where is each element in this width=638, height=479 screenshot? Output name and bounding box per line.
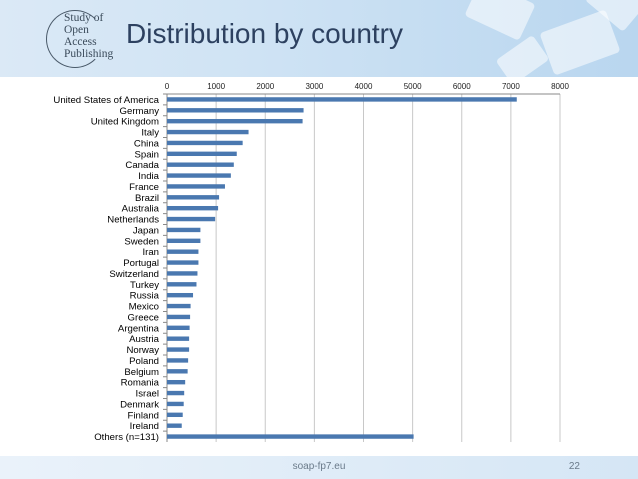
bar bbox=[167, 129, 249, 135]
bar bbox=[167, 216, 216, 222]
x-tick-label: 6000 bbox=[453, 82, 471, 91]
y-tick-label: Iran bbox=[142, 247, 159, 258]
bar bbox=[167, 238, 201, 244]
y-tick-label: Spain bbox=[134, 149, 159, 160]
bar bbox=[167, 260, 199, 265]
x-tick-label: 3000 bbox=[305, 82, 323, 91]
bar bbox=[167, 423, 182, 428]
bar bbox=[167, 249, 199, 254]
y-tick-label: Argentina bbox=[118, 323, 160, 334]
bar bbox=[167, 195, 220, 200]
bar bbox=[167, 184, 225, 189]
y-tick-label: Netherlands bbox=[107, 215, 159, 226]
slide-header: Study of Open Access Publishing Distribu… bbox=[0, 0, 638, 77]
y-tick-label: Poland bbox=[129, 356, 159, 367]
y-tick-label: Romania bbox=[121, 378, 160, 389]
y-tick-label: United Kingdom bbox=[91, 117, 159, 128]
footer-website: soap-fp7.eu bbox=[292, 461, 346, 472]
bar bbox=[167, 379, 186, 385]
bar bbox=[167, 151, 237, 157]
y-tick-label: India bbox=[138, 171, 159, 182]
bar bbox=[167, 401, 184, 407]
bar bbox=[167, 271, 198, 276]
y-tick-label: Portugal bbox=[123, 258, 159, 269]
bar bbox=[167, 347, 190, 352]
bar bbox=[167, 97, 517, 102]
y-tick-label: Canada bbox=[125, 160, 159, 171]
soap-logo: Study of Open Access Publishing bbox=[46, 6, 124, 72]
y-tick-label: Switzerland bbox=[109, 269, 159, 280]
x-tick-label: 2000 bbox=[256, 82, 274, 91]
y-tick-label: Austria bbox=[129, 334, 160, 345]
x-tick-label: 4000 bbox=[355, 82, 373, 91]
x-tick-label: 0 bbox=[165, 82, 170, 91]
slide-footer: soap-fp7.eu 22 bbox=[0, 456, 638, 479]
x-tick-label: 7000 bbox=[502, 82, 520, 91]
y-tick-label: Norway bbox=[126, 345, 159, 356]
y-tick-label: Turkey bbox=[130, 280, 159, 291]
y-tick-label: Finland bbox=[128, 410, 159, 421]
bar bbox=[167, 358, 189, 363]
bar bbox=[167, 173, 231, 178]
bar bbox=[167, 336, 190, 341]
y-tick-label: Mexico bbox=[129, 302, 159, 313]
slide-title: Distribution by country bbox=[126, 18, 404, 49]
y-tick-label: France bbox=[129, 182, 159, 193]
bar bbox=[167, 390, 185, 396]
x-tick-label: 5000 bbox=[404, 82, 422, 91]
header-decoration bbox=[464, 0, 536, 41]
y-tick-label: Ireland bbox=[130, 421, 159, 432]
y-tick-label: Belgium bbox=[124, 367, 159, 378]
bar bbox=[167, 325, 190, 331]
bar bbox=[167, 118, 303, 124]
bar bbox=[167, 314, 191, 320]
y-tick-label: Sweden bbox=[124, 236, 159, 247]
y-tick-label: United States of America bbox=[53, 95, 159, 106]
bar bbox=[167, 292, 194, 298]
bar bbox=[167, 227, 201, 233]
bar bbox=[167, 205, 219, 211]
bar bbox=[167, 303, 191, 309]
y-tick-label: Russia bbox=[130, 291, 160, 302]
bar bbox=[167, 140, 243, 146]
y-tick-label: Greece bbox=[128, 312, 159, 323]
bar-chart: 0 1000 2000 3000 4000 5000 6000 7000 8000 United … bbox=[53, 82, 569, 443]
y-tick-label: Germany bbox=[120, 106, 160, 117]
bar bbox=[167, 412, 183, 418]
bar bbox=[167, 162, 234, 167]
y-tick-label: Brazil bbox=[135, 193, 159, 204]
y-tick-label: China bbox=[134, 138, 160, 149]
x-tick-label: 1000 bbox=[207, 82, 225, 91]
y-tick-label: Israel bbox=[136, 389, 159, 400]
bar bbox=[167, 369, 188, 374]
y-tick-label: Japan bbox=[133, 225, 159, 236]
y-tick-label: Denmark bbox=[120, 399, 159, 410]
bar bbox=[167, 282, 197, 287]
logo-text: Study of Open Access Publishing bbox=[64, 12, 114, 60]
page-number: 22 bbox=[568, 461, 580, 472]
y-tick-label: Australia bbox=[122, 204, 160, 215]
y-tick-label: Italy bbox=[141, 128, 159, 139]
bar bbox=[167, 434, 414, 439]
y-tick-label: Others (n=131) bbox=[94, 432, 159, 443]
bar bbox=[167, 108, 304, 113]
logo-ring-icon bbox=[46, 10, 104, 68]
x-tick-label: 8000 bbox=[551, 82, 569, 91]
